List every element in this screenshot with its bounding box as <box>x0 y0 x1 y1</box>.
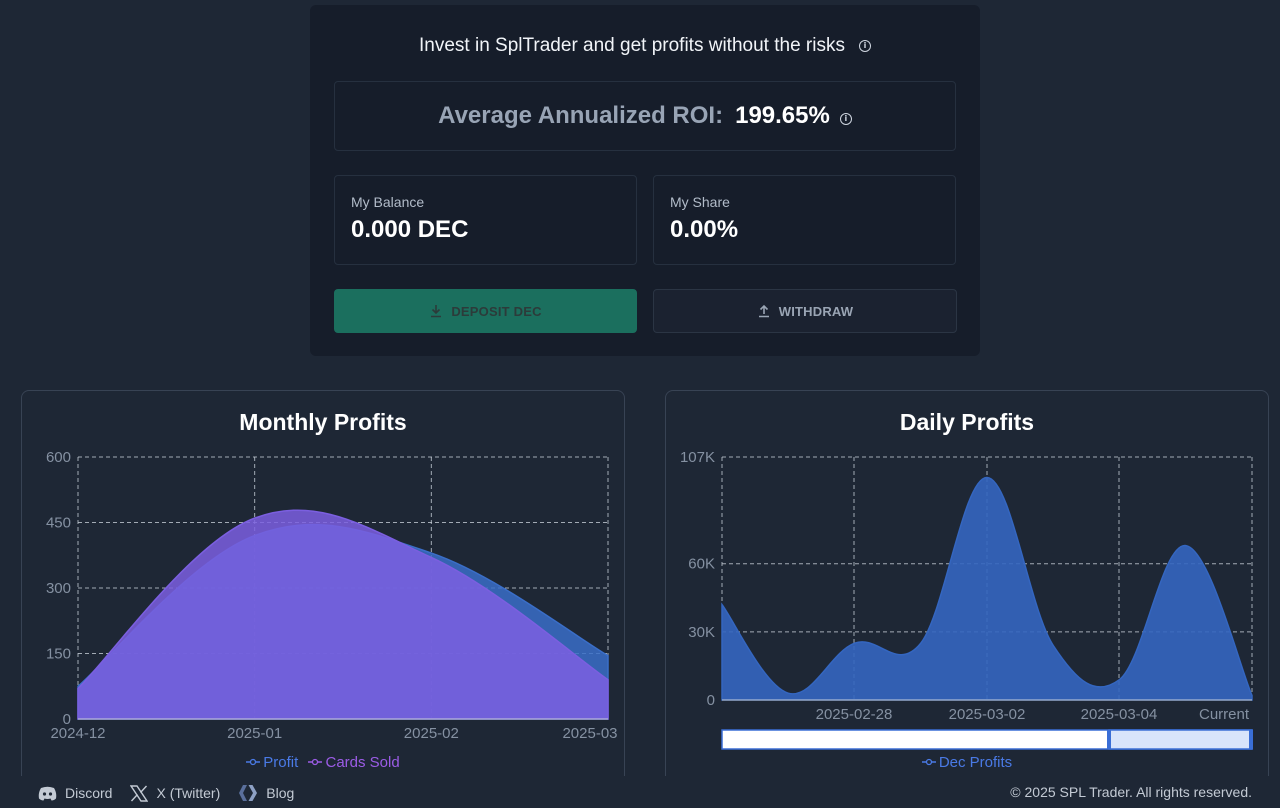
invest-heading: Invest in SplTrader and get profits with… <box>310 35 980 57</box>
zoom-slider-handle-left <box>1107 730 1111 749</box>
y-tick-label: 60K <box>688 556 715 573</box>
zoom-slider-handle-right <box>1249 730 1253 749</box>
deposit-button[interactable]: DEPOSIT DEC <box>334 289 637 333</box>
legend-label-dec-profits: Dec Profits <box>938 753 1013 771</box>
legend-label-cards-sold: Cards Sold <box>325 753 400 771</box>
copyright: © 2025 SPL Trader. All rights reserved. <box>1010 784 1252 800</box>
y-tick-label: 107K <box>680 449 715 466</box>
daily-profits-panel: Daily Profits 0 30K 60K 107K 2025-02-28 2025-… <box>665 390 1269 792</box>
download-icon <box>431 305 442 318</box>
x-tick-label: 2024-12 <box>50 725 105 742</box>
x-tick-label: 2025-03-04 <box>1081 706 1158 723</box>
legend-marker-icon <box>308 758 323 766</box>
upload-icon <box>758 304 769 318</box>
balance-label: My Balance <box>351 194 425 210</box>
invest-title: Invest in SplTrader and get profits with… <box>419 35 845 56</box>
y-tick-label: 450 <box>46 515 71 532</box>
footer: Discord X (Twitter) Blog © 2025 SPL Trad… <box>0 776 1280 808</box>
withdraw-label: WITHDRAW <box>778 303 854 319</box>
balance-value: 0.000 DEC <box>351 216 469 243</box>
footer-link-x[interactable]: X (Twitter) <box>130 784 220 802</box>
zoom-slider-window <box>1108 729 1253 750</box>
daily-chart: 0 30K 60K 107K 2025-02-28 2025-03-02 2025-03-0… <box>680 449 1253 750</box>
monthly-chart: 0 150 300 450 600 2024-12 2025-01 2025-02 2025-0… <box>46 449 618 742</box>
y-tick-label: 0 <box>707 692 715 709</box>
invest-card: Invest in SplTrader and get profits with… <box>310 5 980 356</box>
roi-info-icon[interactable]: i <box>839 112 852 125</box>
monthly-legend: Profit Cards Sold <box>22 753 624 771</box>
share-value: 0.00% <box>670 216 739 243</box>
legend-label-profit: Profit <box>263 753 299 771</box>
monthly-profits-panel: Monthly Profits 0 150 300 450 600 2024-12 2025… <box>21 390 625 792</box>
legend-item-cards-sold[interactable]: Cards Sold <box>308 753 400 771</box>
cards-sold-area <box>77 509 609 720</box>
legend-item-dec-profits[interactable]: Dec Profits <box>921 753 1013 771</box>
legend-marker-icon <box>246 758 261 766</box>
x-tick-label: 2025-01 <box>227 725 282 742</box>
hive-icon <box>239 785 258 801</box>
footer-links: Discord X (Twitter) Blog <box>38 784 312 802</box>
footer-link-blog[interactable]: Blog <box>238 784 294 802</box>
x-label: X (Twitter) <box>156 785 221 801</box>
share-box: My Share 0.00% <box>653 175 956 265</box>
y-tick-label: 0 <box>63 711 71 728</box>
roi-value: 199.65% <box>735 102 830 129</box>
daily-legend: Dec Profits <box>666 753 1268 771</box>
y-tick-label: 30K <box>688 624 715 641</box>
blog-label: Blog <box>266 785 295 801</box>
withdraw-button[interactable]: WITHDRAW <box>653 289 957 333</box>
y-tick-label: 300 <box>46 580 71 597</box>
legend-marker-icon <box>921 758 936 766</box>
x-tick-label: 2025-02 <box>404 725 459 742</box>
y-tick-label: 600 <box>46 449 71 466</box>
info-icon[interactable]: i <box>858 39 871 52</box>
x-tick-label: 2025-03 <box>562 725 617 742</box>
monthly-chart-title: Monthly Profits <box>239 409 407 435</box>
roi-box: Average Annualized ROI: 199.65% i <box>334 81 956 151</box>
balance-box: My Balance 0.000 DEC <box>334 175 637 265</box>
x-tick-label: Current <box>1199 706 1250 723</box>
share-label: My Share <box>670 194 730 210</box>
x-icon <box>130 784 149 802</box>
legend-item-profit[interactable]: Profit <box>246 754 298 771</box>
y-tick-label: 150 <box>46 646 71 663</box>
discord-icon <box>38 786 57 800</box>
daily-chart-title: Daily Profits <box>899 409 1035 435</box>
discord-label: Discord <box>65 785 113 801</box>
deposit-label: DEPOSIT DEC <box>451 303 542 319</box>
roi-label: Average Annualized ROI: <box>438 102 724 129</box>
x-tick-label: 2025-03-02 <box>949 706 1026 723</box>
footer-link-discord[interactable]: Discord <box>38 784 112 802</box>
x-tick-label: 2025-02-28 <box>816 706 893 723</box>
dec-profits-area <box>721 476 1253 701</box>
